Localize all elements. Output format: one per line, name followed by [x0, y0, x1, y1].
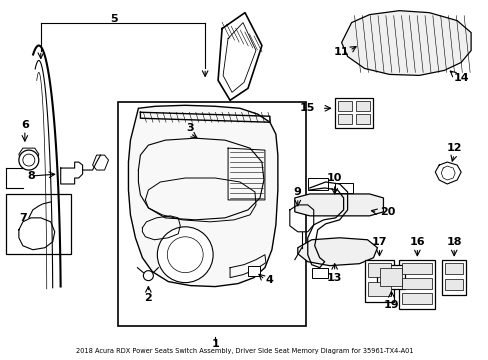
Bar — [355, 114, 369, 124]
Bar — [367, 263, 390, 276]
Bar — [6, 194, 71, 254]
Text: 16: 16 — [408, 237, 424, 247]
Bar — [367, 282, 390, 296]
Polygon shape — [297, 238, 377, 266]
Bar — [311, 268, 327, 278]
Bar — [334, 98, 372, 128]
Text: 6: 6 — [21, 120, 29, 130]
Bar — [377, 265, 405, 289]
Bar — [334, 183, 352, 193]
Polygon shape — [128, 105, 277, 287]
Text: 14: 14 — [452, 73, 468, 84]
Bar — [441, 260, 465, 294]
Bar — [307, 178, 327, 190]
Text: 4: 4 — [265, 275, 273, 285]
Text: 7: 7 — [19, 213, 27, 223]
Text: 12: 12 — [446, 143, 461, 153]
Text: 9: 9 — [293, 187, 301, 197]
Text: 11: 11 — [333, 48, 348, 58]
Bar — [118, 102, 305, 327]
Polygon shape — [341, 11, 470, 75]
Circle shape — [167, 237, 203, 273]
Circle shape — [23, 154, 35, 166]
Bar — [337, 114, 351, 124]
Bar — [402, 263, 431, 274]
Text: 2: 2 — [144, 293, 152, 302]
Bar — [402, 293, 431, 303]
Polygon shape — [92, 155, 108, 170]
Bar — [337, 101, 351, 111]
Text: 20: 20 — [379, 207, 394, 217]
Bar — [444, 263, 462, 274]
Text: 17: 17 — [371, 237, 386, 247]
Text: 8: 8 — [27, 171, 35, 181]
Circle shape — [19, 150, 39, 170]
Bar — [399, 260, 434, 310]
Polygon shape — [19, 148, 39, 162]
Bar — [380, 268, 402, 285]
Text: 2018 Acura RDX Power Seats Switch Assembly, Driver Side Seat Memory Diagram for : 2018 Acura RDX Power Seats Switch Assemb… — [76, 348, 412, 354]
Bar — [247, 266, 260, 276]
Text: 10: 10 — [326, 173, 342, 183]
Text: 1: 1 — [211, 339, 219, 349]
Bar — [364, 260, 394, 302]
Bar — [402, 278, 431, 289]
Text: 15: 15 — [300, 103, 315, 113]
Circle shape — [143, 271, 153, 280]
Text: 3: 3 — [186, 123, 194, 133]
Text: 13: 13 — [326, 273, 342, 283]
Polygon shape — [294, 194, 383, 216]
Bar — [355, 101, 369, 111]
Text: 19: 19 — [383, 300, 398, 310]
Bar — [444, 279, 462, 289]
Circle shape — [157, 227, 213, 283]
Text: 5: 5 — [109, 14, 117, 24]
Text: 18: 18 — [446, 237, 461, 247]
